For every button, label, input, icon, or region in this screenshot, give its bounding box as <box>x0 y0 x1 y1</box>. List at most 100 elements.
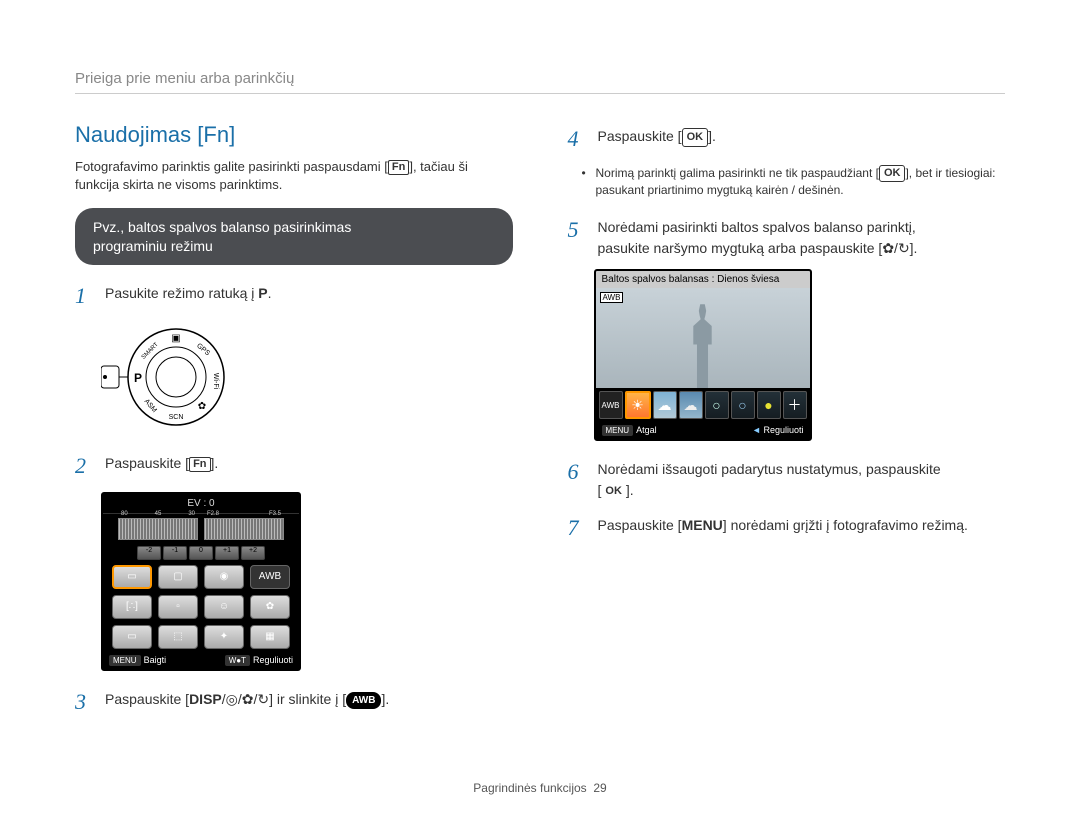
tick: -2 <box>137 546 161 560</box>
step-3: 3 Paspauskite [DISP/◎/✿/↻] ir slinkite į… <box>75 685 513 718</box>
wb-strip: AWB ☀ ☁ ☁ ○ ○ ● ＋ <box>596 388 810 422</box>
step-7-num: 7 <box>568 511 586 544</box>
svg-text:Wi-Fi: Wi-Fi <box>212 373 219 390</box>
step-6-pre: Norėdami išsaugoti padarytus nustatymus,… <box>598 461 941 477</box>
fn-btn: AWB <box>250 565 290 589</box>
step-6: 6 Norėdami išsaugoti padarytus nustatymu… <box>568 455 1006 501</box>
ev-scale: -2 -1 0 +1 +2 <box>103 544 299 562</box>
p-mode-icon: P <box>258 285 267 301</box>
wb-daylight-icon: ☀ <box>625 391 651 419</box>
bulb-icon: ● <box>764 397 772 413</box>
menu-tag: MENU <box>109 655 141 666</box>
svg-text:P: P <box>134 371 142 385</box>
pill-line1: Pvz., baltos spalvos balanso pasirinkima… <box>93 218 495 236</box>
fn-btn: ✿ <box>250 595 290 619</box>
ok-icon: OK <box>601 483 626 500</box>
fn-btn: [∴] <box>112 595 152 619</box>
step-5-line1: Norėdami pasirinkti baltos spalvos balan… <box>598 217 1006 238</box>
section-title: Naudojimas [Fn] <box>75 122 513 148</box>
fn-label-step2: Fn <box>189 457 210 472</box>
wb-screen: Baltos spalvos balansas : Dienos šviesa … <box>594 269 1006 441</box>
step-2-num: 2 <box>75 449 93 482</box>
wb-fluor2-icon: ○ <box>731 391 755 419</box>
timer-icon: ↻ <box>257 691 269 707</box>
step-2: 2 Paspauskite [Fn]. <box>75 449 513 482</box>
fn-btn: ◉ <box>204 565 244 589</box>
awb-badge: AWB <box>600 292 624 303</box>
g: 30 <box>188 511 195 517</box>
intro-text: Fotografavimo parinktis galite pasirinkt… <box>75 158 513 194</box>
footer-left: Baigti <box>144 655 167 665</box>
svg-text:▣: ▣ <box>171 333 180 344</box>
page-footer: Pagrindinės funkcijos 29 <box>0 781 1080 795</box>
step-3-mid: ] ir slinkite į [ <box>269 691 346 707</box>
page-number: 29 <box>593 781 606 795</box>
step-5-line2-post: ]. <box>910 240 918 256</box>
step-5-line2-pre: pasukite naršymo mygtuką arba paspauskit… <box>598 240 883 256</box>
menu-icon: MENU <box>682 517 723 533</box>
person-silhouette-icon <box>680 304 726 388</box>
left-column: Naudojimas [Fn] Fotografavimo parinktis … <box>75 122 513 728</box>
intro-pre: Fotografavimo parinktis galite pasirinkt… <box>75 159 388 174</box>
gauge-left: 804530 <box>118 518 198 540</box>
awb-icon: AWB <box>346 692 381 709</box>
sun-icon: ☀ <box>631 397 644 414</box>
cloud-icon: ☁ <box>684 397 698 414</box>
svg-text:✿: ✿ <box>198 401 206 412</box>
step-2-pre: Paspauskite [ <box>105 455 189 471</box>
gauge-right: F2.8F3.5 <box>204 518 284 540</box>
bulb-icon: ○ <box>738 397 746 413</box>
note-pre: Norimą parinktį galima pasirinkti ne tik… <box>596 166 879 180</box>
tick: -1 <box>163 546 187 560</box>
wb-custom-icon: ＋ <box>783 391 807 419</box>
bulb-icon: ○ <box>712 397 720 413</box>
step-2-post: ]. <box>211 455 219 471</box>
step-7: 7 Paspauskite [MENU] norėdami grįžti į f… <box>568 511 1006 544</box>
g: F3.5 <box>269 511 281 517</box>
g: 45 <box>155 511 162 517</box>
plus-icon: ＋ <box>788 395 802 415</box>
step-7-pre: Paspauskite [ <box>598 517 682 533</box>
wb-viewport: AWB <box>596 288 810 388</box>
flower-icon: ✿ <box>882 240 894 256</box>
fn-btn: ▫ <box>158 595 198 619</box>
wb-cloudy-icon: ☁ <box>653 391 677 419</box>
fn-btn: ✦ <box>204 625 244 649</box>
timer-icon: ↻ <box>898 240 910 256</box>
wb-fluor-icon: ○ <box>705 391 729 419</box>
cloud-icon: ☁ <box>658 397 672 414</box>
step-4-post: ]. <box>708 128 716 144</box>
step-3-pre: Paspauskite [ <box>105 691 189 707</box>
note-bullet: • Norimą parinktį galima pasirinkti ne t… <box>568 165 1006 199</box>
breadcrumb: Prieiga prie meniu arba parinkčių <box>75 70 1005 94</box>
step-5-num: 5 <box>568 213 586 259</box>
step-7-post: ] norėdami grįžti į fotografavimo režimą… <box>723 517 968 533</box>
wb-footer-right: Reguliuoti <box>763 425 803 435</box>
flower-icon: ✿ <box>242 691 254 707</box>
tick: +1 <box>215 546 239 560</box>
fn-btn: ▦ <box>250 625 290 649</box>
fn-btn: ▭ <box>112 625 152 649</box>
menu-tag: MENU <box>602 425 634 436</box>
fn-btn: ▢ <box>158 565 198 589</box>
wb-footer-left: Atgal <box>636 425 657 435</box>
fn-inline-label: Fn <box>388 160 409 175</box>
mode-dial: ▣ GPS Wi-Fi ✿ SCN ASM P SMART <box>101 322 513 435</box>
wb-auto-icon: AWB <box>599 391 623 419</box>
step-1: 1 Pasukite režimo ratuką į P. <box>75 279 513 312</box>
ok-icon: OK <box>682 128 709 147</box>
pill-line2: programiniu režimu <box>93 237 495 255</box>
footer-right: Reguliuoti <box>253 655 293 665</box>
fn-btn: ☺ <box>204 595 244 619</box>
fn-btn: ▭ <box>112 565 152 589</box>
step-1-post: . <box>268 285 272 301</box>
tick: 0 <box>189 546 213 560</box>
example-pill: Pvz., baltos spalvos balanso pasirinkima… <box>75 208 513 264</box>
step-1-num: 1 <box>75 279 93 312</box>
fn-screen: EV : 0 804530 F2.8F3.5 -2 -1 0 +1 +2 <box>101 492 513 671</box>
step-3-post: ]. <box>381 691 389 707</box>
step-3-num: 3 <box>75 685 93 718</box>
step-1-pre: Pasukite režimo ratuką į <box>105 285 258 301</box>
step-5: 5 Norėdami pasirinkti baltos spalvos bal… <box>568 213 1006 259</box>
disp-icon: DISP <box>189 691 222 707</box>
